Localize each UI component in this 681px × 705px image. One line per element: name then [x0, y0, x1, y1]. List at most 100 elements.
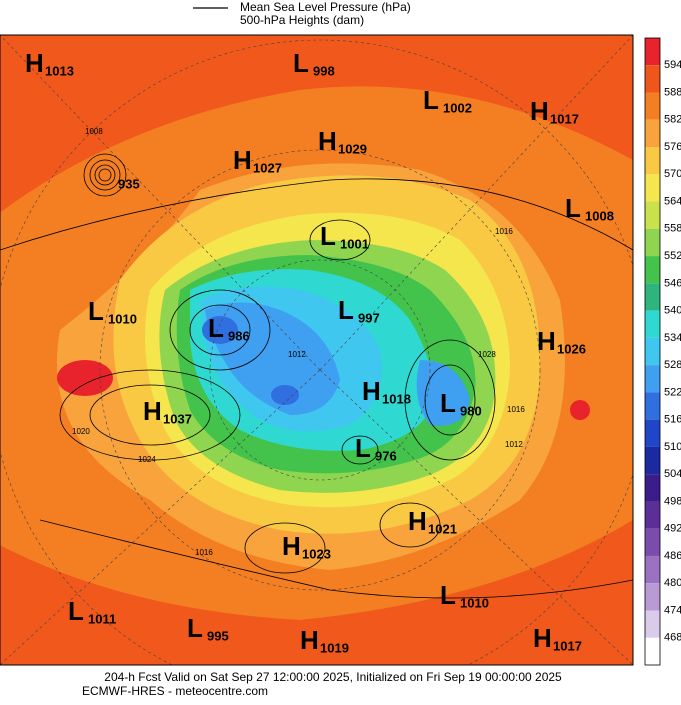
contour-label: 1016	[507, 405, 525, 414]
contour-label: 1012	[288, 350, 306, 359]
colorbar-swatch	[645, 337, 660, 366]
pressure-center-symbol: H	[300, 625, 319, 655]
colorbar-swatch	[645, 147, 660, 175]
pressure-center-value: 1023	[302, 546, 331, 561]
colorbar-swatch	[645, 501, 660, 529]
pressure-center-symbol: H	[362, 376, 381, 406]
pressure-center-value: 1027	[253, 160, 282, 175]
pressure-center-symbol: L	[423, 85, 439, 115]
colorbar-swatch	[645, 474, 660, 502]
contour-label: 1028	[478, 350, 496, 359]
colorbar-swatch	[645, 365, 660, 393]
colorbar-label: 504	[664, 468, 681, 480]
pressure-center-value: 1017	[550, 111, 579, 126]
colorbar-swatch	[645, 637, 660, 665]
colorbar-label: 534	[664, 332, 681, 344]
pressure-center-value: 1017	[553, 638, 582, 653]
colorbar-swatch	[645, 256, 660, 284]
colorbar-swatch	[645, 555, 660, 584]
colorbar-swatch	[645, 283, 660, 311]
pressure-center-value: 1037	[163, 411, 192, 426]
pressure-center-symbol: H	[25, 48, 44, 78]
pressure-center-symbol: L	[338, 295, 354, 325]
colorbar-label: 582	[664, 114, 681, 126]
colorbar-label: 546	[664, 277, 681, 289]
colorbar-swatch	[645, 528, 660, 556]
colorbar-label: 540	[664, 305, 681, 317]
pressure-center-symbol: H	[530, 96, 549, 126]
pressure-center-symbol: H	[537, 326, 556, 356]
pressure-center-value: 1026	[557, 341, 586, 356]
pressure-center-symbol: L	[565, 193, 581, 223]
colorbar-swatch	[645, 92, 660, 120]
contour-label: 1016	[495, 227, 513, 236]
colorbar-swatch	[645, 419, 660, 447]
colorbar-swatch	[645, 310, 660, 338]
pressure-center-symbol: H	[408, 506, 427, 536]
footer-source: ECMWF-HRES - meteocentre.com	[82, 684, 268, 698]
colorbar-label: 510	[664, 441, 681, 453]
colorbar-label: 474	[664, 604, 681, 616]
pressure-center-value: 1021	[428, 521, 457, 536]
pressure-center-symbol: L	[187, 613, 203, 643]
contour-label: 1012	[505, 440, 523, 449]
legend-line-label: Mean Sea Level Pressure (hPa)	[240, 0, 411, 14]
pressure-center-value: 995	[207, 628, 229, 643]
pressure-center-symbol: L	[440, 580, 456, 610]
footer-line: 204-h Fcst Valid on Sat Sep 27 12:00:00 …	[104, 670, 562, 684]
pressure-center-symbol: L	[320, 221, 336, 251]
colorbar-label: 594	[664, 59, 681, 71]
colorbar: 594 588 582 576 570 564 558 552 546 540 534 528 522 5…	[644, 37, 681, 666]
pressure-center-value: 1011	[88, 611, 116, 626]
colorbar-swatch	[645, 583, 660, 611]
colorbar-label: 480	[664, 577, 681, 589]
pressure-center-symbol: L	[440, 388, 456, 418]
legend-subtitle: 500-hPa Heights (dam)	[240, 13, 364, 27]
colorbar-frame	[644, 37, 661, 666]
colorbar-label: 588	[664, 86, 681, 98]
colorbar-swatch	[645, 392, 660, 420]
pressure-center-symbol: H	[233, 145, 252, 175]
pressure-center-value: 1029	[338, 141, 367, 156]
colorbar-swatch	[645, 38, 660, 66]
colorbar-label: 468	[664, 632, 681, 644]
pressure-center-value: 1002	[443, 100, 472, 115]
pressure-center-symbol: L	[208, 313, 224, 343]
colorbar-swatch	[645, 201, 660, 229]
pressure-center-value: 1019	[320, 640, 349, 655]
colorbar-label: 492	[664, 523, 681, 535]
colorbar-label: 528	[664, 359, 681, 371]
pressure-center-value: 1013	[45, 63, 74, 78]
pressure-center-value: 935	[118, 176, 140, 191]
pressure-center-symbol: L	[355, 433, 371, 463]
colorbar-swatch	[645, 174, 660, 202]
contour-label: 1020	[72, 427, 90, 436]
colorbar-label: 576	[664, 141, 681, 153]
pressure-center-value: 1010	[108, 311, 137, 326]
contour-label: 1016	[195, 548, 213, 557]
pressure-center-symbol: H	[282, 531, 301, 561]
pressure-center-value: 1008	[585, 208, 614, 223]
pressure-center-value: 1010	[460, 595, 489, 610]
contour-label: 1008	[85, 127, 103, 136]
pressure-center-value: 1001	[340, 236, 369, 251]
colorbar-swatch	[645, 65, 660, 93]
pressure-center-value: 1018	[382, 391, 411, 406]
contour-label: 1024	[138, 455, 156, 464]
pressure-center-symbol: L	[88, 296, 104, 326]
colorbar-label: 498	[664, 495, 681, 507]
pressure-center-value: 976	[375, 448, 397, 463]
colorbar-label: 564	[664, 195, 681, 207]
pressure-center-value: 980	[460, 403, 482, 418]
colorbar-swatch	[645, 119, 660, 148]
colorbar-label: 486	[664, 550, 681, 562]
pressure-center-symbol: H	[533, 623, 552, 653]
pressure-center-value: 998	[313, 63, 335, 78]
colorbar-label: 552	[664, 250, 681, 262]
colorbar-swatch	[645, 446, 660, 475]
colorbar-label: 516	[664, 414, 681, 426]
pressure-center-symbol: H	[318, 126, 337, 156]
colorbar-swatch	[645, 228, 660, 257]
colorbar-swatch	[645, 610, 660, 638]
